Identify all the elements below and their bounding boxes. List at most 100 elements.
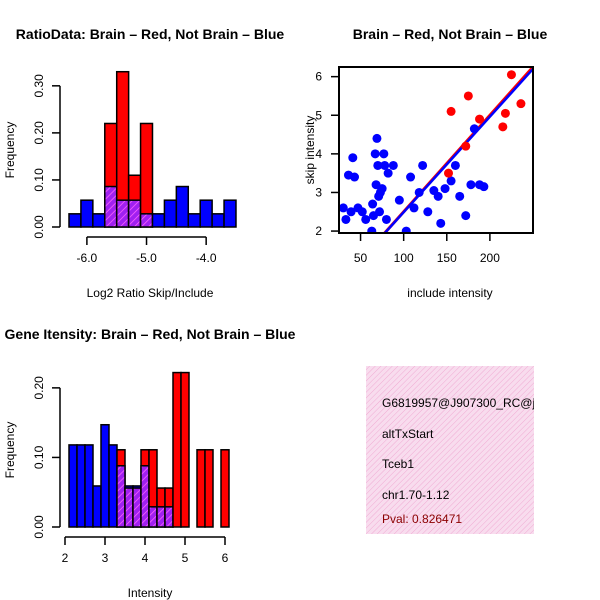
intensity-histogram-overlap-bar bbox=[124, 487, 134, 528]
scatter-point bbox=[377, 184, 387, 194]
intensity-histogram-bar bbox=[220, 449, 230, 528]
intensity-histogram-axes: 2 3 4 5 6 0.00 0.10 0.20 bbox=[32, 376, 229, 565]
ratio-histogram-bar bbox=[199, 199, 213, 228]
intensity-histogram-bar bbox=[92, 485, 102, 528]
ratio-histogram-xlabel: Log2 Ratio Skip/Include bbox=[87, 286, 214, 300]
scatter-x-tick-label: 200 bbox=[480, 251, 500, 265]
info-pval: Pval: 0.826471 bbox=[382, 512, 462, 526]
intensity-histogram-bar bbox=[100, 423, 110, 528]
ratio-histogram-ylabel: Frequency bbox=[3, 122, 17, 179]
scatter-point bbox=[394, 195, 404, 205]
info-location: chr1.70-1.12 bbox=[382, 488, 450, 502]
intensity-histogram-overlap-bar bbox=[164, 506, 174, 528]
scatter-point bbox=[350, 172, 360, 182]
intensity-histogram-bar bbox=[108, 444, 118, 528]
scatter-point bbox=[444, 168, 454, 178]
scatter-title: Brain – Red, Not Brain – Blue bbox=[353, 26, 548, 42]
ratio-histogram-x-tick-label: -4.0 bbox=[196, 251, 217, 265]
scatter-point bbox=[368, 199, 378, 209]
scatter-x-tick-label: 150 bbox=[437, 251, 457, 265]
intensity-histogram-bars bbox=[68, 371, 230, 528]
scatter-point bbox=[418, 160, 428, 170]
info-event-type: altTxStart bbox=[382, 427, 434, 441]
ratio-histogram-bar bbox=[223, 199, 237, 228]
scatter-point bbox=[414, 187, 424, 197]
intensity-histogram-bar bbox=[196, 449, 206, 528]
intensity-histogram-x-tick-label: 5 bbox=[182, 551, 189, 565]
scatter-xlabel: include intensity bbox=[407, 286, 492, 300]
intensity-histogram-x-tick-label: 3 bbox=[102, 551, 109, 565]
intensity-histogram-x-tick-label: 2 bbox=[62, 551, 69, 565]
scatter-point bbox=[506, 70, 516, 80]
scatter-y-tick-label: 5 bbox=[315, 108, 322, 122]
ratio-histogram-bar bbox=[151, 213, 166, 228]
intensity-histogram-panel: Gene Itensity: Brain – Red, Not Brain – … bbox=[3, 326, 296, 600]
scatter-point bbox=[379, 149, 389, 159]
scatter-point bbox=[461, 211, 471, 221]
intensity-histogram-y-tick-label: 0.10 bbox=[32, 445, 46, 469]
info-gene-symbol: Tceb1 bbox=[382, 457, 414, 471]
scatter-point bbox=[339, 203, 348, 213]
scatter-point bbox=[346, 207, 356, 217]
intensity-histogram-overlap-bar bbox=[148, 506, 158, 528]
scatter-y-tick-label: 4 bbox=[315, 147, 322, 161]
scatter-point bbox=[446, 176, 456, 186]
ratio-histogram-y-tick-label: 0.20 bbox=[32, 121, 46, 145]
scatter-x-tick-label: 100 bbox=[394, 251, 414, 265]
intensity-histogram-bar bbox=[68, 444, 78, 528]
intensity-histogram-bar bbox=[180, 371, 190, 528]
scatter-panel: Brain – Red, Not Brain – Blue 50 100 150 20… bbox=[303, 26, 547, 300]
intensity-histogram-overlap-bar bbox=[140, 465, 150, 528]
intensity-histogram-overlap-bar bbox=[116, 465, 126, 528]
intensity-histogram-y-tick-label: 0.20 bbox=[32, 376, 46, 400]
intensity-histogram-bar bbox=[76, 444, 86, 528]
scatter-point bbox=[367, 226, 377, 233]
scatter-point bbox=[406, 172, 416, 182]
ratio-histogram-bar bbox=[92, 213, 106, 228]
scatter-point bbox=[357, 207, 367, 217]
ratio-histogram-x-tick-label: -5.0 bbox=[136, 251, 157, 265]
ratio-histogram-y-tick-label: 0.10 bbox=[32, 168, 46, 192]
scatter-point bbox=[361, 214, 371, 224]
info-panel: G6819957@J907300_RC@j_at altTxStart Tceb… bbox=[366, 366, 552, 534]
scatter-point bbox=[380, 160, 390, 170]
scatter-axes: 50 100 150 200 2 3 4 5 6 bbox=[315, 70, 500, 265]
info-panel-background bbox=[366, 366, 534, 534]
ratio-histogram-title: RatioData: Brain – Red, Not Brain – Blue bbox=[16, 26, 285, 42]
info-gene-id: G6819957@J907300_RC@j_at bbox=[382, 396, 552, 410]
ratio-histogram-overlap-bar bbox=[115, 199, 130, 228]
intensity-histogram-bar bbox=[84, 444, 94, 528]
ratio-histogram-y-tick-label: 0.00 bbox=[32, 215, 46, 239]
scatter-points bbox=[339, 70, 526, 233]
ratio-histogram-bar bbox=[139, 122, 154, 228]
ratio-histogram-overlap-bar bbox=[139, 213, 154, 228]
intensity-histogram-title: Gene Itensity: Brain – Red, Not Brain – … bbox=[5, 326, 296, 342]
intensity-histogram-bar bbox=[172, 371, 182, 528]
intensity-histogram-ylabel: Frequency bbox=[3, 422, 17, 479]
scatter-point bbox=[455, 191, 465, 201]
ratio-histogram-panel: RatioData: Brain – Red, Not Brain – Blue… bbox=[3, 26, 284, 300]
scatter-point bbox=[375, 207, 385, 217]
scatter-plot-frame bbox=[338, 66, 534, 234]
scatter-point bbox=[383, 168, 393, 178]
ratio-histogram-bar bbox=[68, 213, 82, 228]
scatter-point bbox=[469, 124, 479, 134]
ratio-histogram-bar bbox=[187, 213, 201, 228]
scatter-point bbox=[461, 141, 471, 151]
scatter-point bbox=[372, 133, 382, 143]
intensity-histogram-x-tick-label: 4 bbox=[142, 551, 149, 565]
scatter-point bbox=[348, 153, 358, 163]
intensity-histogram-bar bbox=[204, 449, 214, 528]
scatter-y-tick-label: 6 bbox=[315, 70, 322, 84]
intensity-histogram-y-tick-label: 0.00 bbox=[32, 515, 46, 539]
ratio-histogram-axes: -6.0 -5.0 -4.0 0.00 0.10 0.20 0.30 bbox=[32, 74, 217, 265]
scatter-point bbox=[463, 91, 473, 101]
ratio-histogram-overlap-bar bbox=[104, 185, 118, 228]
scatter-point bbox=[373, 160, 383, 170]
scatter-point bbox=[500, 108, 510, 118]
scatter-point bbox=[370, 149, 380, 159]
scatter-point bbox=[423, 207, 433, 217]
scatter-fit-blue-line bbox=[383, 68, 533, 233]
scatter-point bbox=[475, 114, 485, 124]
